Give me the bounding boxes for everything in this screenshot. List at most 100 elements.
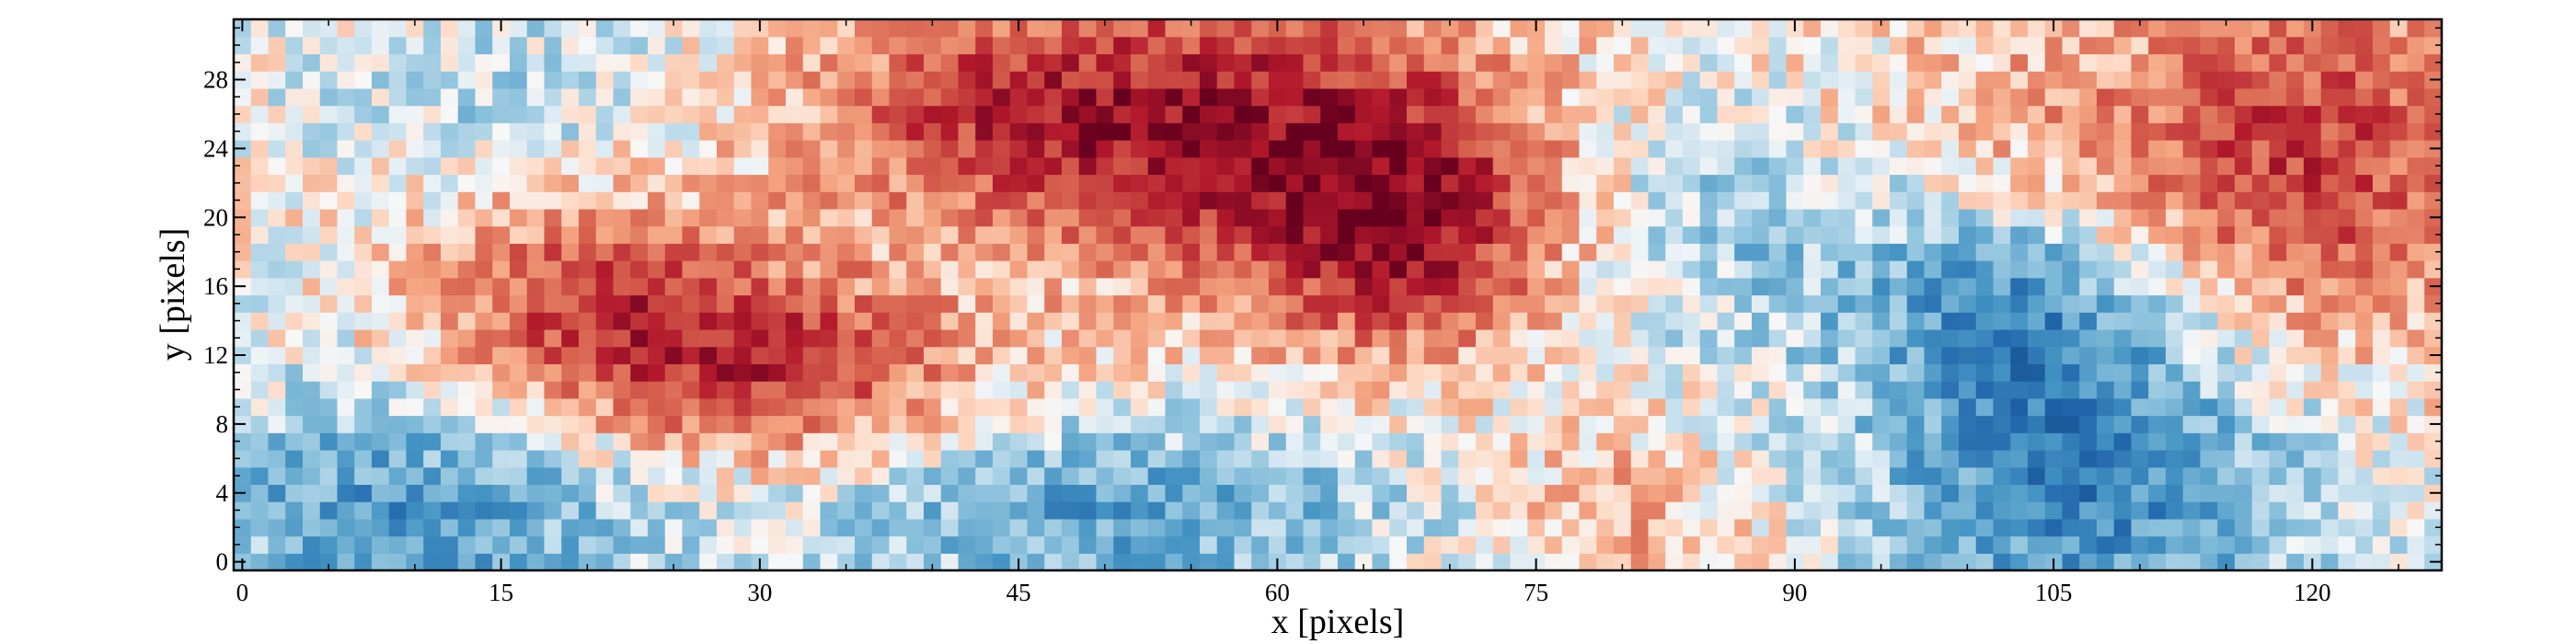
heatmap-cell <box>561 449 580 468</box>
heatmap-cell <box>1510 501 1528 520</box>
heatmap-cell <box>1476 535 1494 554</box>
heatmap-cell <box>820 535 838 554</box>
heatmap-cell <box>1096 501 1114 520</box>
heatmap-cell <box>2286 260 2305 279</box>
heatmap-cell <box>630 71 649 89</box>
heatmap-cell <box>1734 328 1753 348</box>
heatmap-cell <box>2217 518 2236 537</box>
heatmap-cell <box>475 363 493 382</box>
heatmap-cell <box>786 36 804 55</box>
heatmap-cell <box>975 260 994 279</box>
heatmap-cell <box>940 156 960 176</box>
heatmap-cell <box>2113 466 2133 486</box>
heatmap-cell <box>1234 71 1252 89</box>
heatmap-cell <box>1078 397 1098 417</box>
heatmap-cell <box>2235 484 2253 502</box>
heatmap-cell <box>768 294 787 313</box>
heatmap-cell <box>1078 415 1098 433</box>
heatmap-cell <box>2148 122 2167 141</box>
heatmap-cell <box>993 466 1011 486</box>
heatmap-cell <box>526 449 546 468</box>
heatmap-cell <box>1285 36 1305 55</box>
heatmap-cell <box>579 260 597 279</box>
heatmap-cell <box>1993 156 2011 176</box>
heatmap-cell <box>1872 19 1891 38</box>
heatmap-cell <box>1078 294 1098 313</box>
heatmap-cell <box>1803 312 1822 330</box>
heatmap-cell <box>1423 36 1443 55</box>
heatmap-cell <box>1596 191 1615 210</box>
heatmap-cell <box>940 397 960 417</box>
heatmap-cell <box>2182 156 2202 176</box>
heatmap-cell <box>1906 36 1926 55</box>
heatmap-cell <box>2079 312 2098 330</box>
heatmap-cell <box>1372 415 1390 433</box>
heatmap-cell <box>1527 174 1546 192</box>
heatmap-cell <box>595 535 615 554</box>
heatmap-cell <box>2320 432 2340 451</box>
heatmap-cell <box>544 36 562 55</box>
heatmap-cell <box>1044 156 1063 176</box>
heatmap-cell <box>1821 260 1839 279</box>
heatmap-cell <box>1890 381 1908 399</box>
heatmap-cell <box>1959 518 1977 537</box>
heatmap-cell <box>441 535 459 554</box>
heatmap-cell <box>1855 312 1873 330</box>
heatmap-cell <box>1389 466 1408 486</box>
heatmap-cell <box>372 501 390 520</box>
heatmap-cell <box>1423 294 1443 313</box>
heatmap-cell <box>940 328 960 348</box>
heatmap-cell <box>2389 553 2409 571</box>
heatmap-cell <box>2131 449 2149 468</box>
heatmap-cell <box>717 277 735 296</box>
heatmap-cell <box>1165 397 1183 417</box>
heatmap-cell <box>1458 191 1477 210</box>
heatmap-cell <box>303 243 321 261</box>
heatmap-cell <box>561 553 580 571</box>
heatmap-cell <box>906 328 925 348</box>
heatmap-cell <box>940 140 960 158</box>
heatmap-cell <box>1717 363 1735 382</box>
heatmap-cell <box>1320 312 1339 330</box>
heatmap-cell <box>871 277 891 296</box>
heatmap-cell <box>1975 156 1995 176</box>
heatmap-cell <box>2251 277 2271 296</box>
heatmap-cell <box>613 156 631 176</box>
heatmap-cell <box>2200 36 2218 55</box>
heatmap-cell <box>2010 346 2029 364</box>
heatmap-cell <box>1320 122 1339 141</box>
heatmap-cell <box>1372 53 1390 72</box>
heatmap-cell <box>372 328 390 348</box>
heatmap-cell <box>1044 19 1063 38</box>
heatmap-cell <box>234 466 252 486</box>
heatmap-cell <box>1492 501 1512 520</box>
heatmap-cell <box>492 225 511 244</box>
heatmap-cell <box>1959 553 1977 571</box>
heatmap-cell <box>1648 381 1666 399</box>
heatmap-cell <box>1458 363 1477 382</box>
heatmap-cell <box>492 312 511 330</box>
heatmap-cell <box>2407 87 2425 107</box>
heatmap-cell <box>1993 36 2011 55</box>
heatmap-cell <box>1975 346 1995 364</box>
heatmap-cell <box>993 518 1011 537</box>
heatmap-cell <box>2251 225 2271 244</box>
heatmap-cell <box>1200 156 1218 176</box>
heatmap-cell <box>1993 191 2011 210</box>
heatmap-cell <box>1165 36 1183 55</box>
heatmap-cell <box>1699 225 1719 244</box>
heatmap-cell <box>457 19 477 38</box>
heatmap-cell <box>1492 553 1512 571</box>
heatmap-cell <box>544 87 562 107</box>
heatmap-cell <box>388 553 408 571</box>
heatmap-cell <box>492 260 511 279</box>
heatmap-cell <box>802 501 822 520</box>
heatmap-cell <box>579 518 597 537</box>
heatmap-cell <box>1234 328 1252 348</box>
heatmap-cell <box>1476 174 1494 192</box>
heatmap-cell <box>2407 294 2425 313</box>
heatmap-cell <box>1216 501 1236 520</box>
heatmap-cell <box>510 191 528 210</box>
heatmap-cell <box>303 346 321 364</box>
heatmap-cell <box>1717 501 1735 520</box>
